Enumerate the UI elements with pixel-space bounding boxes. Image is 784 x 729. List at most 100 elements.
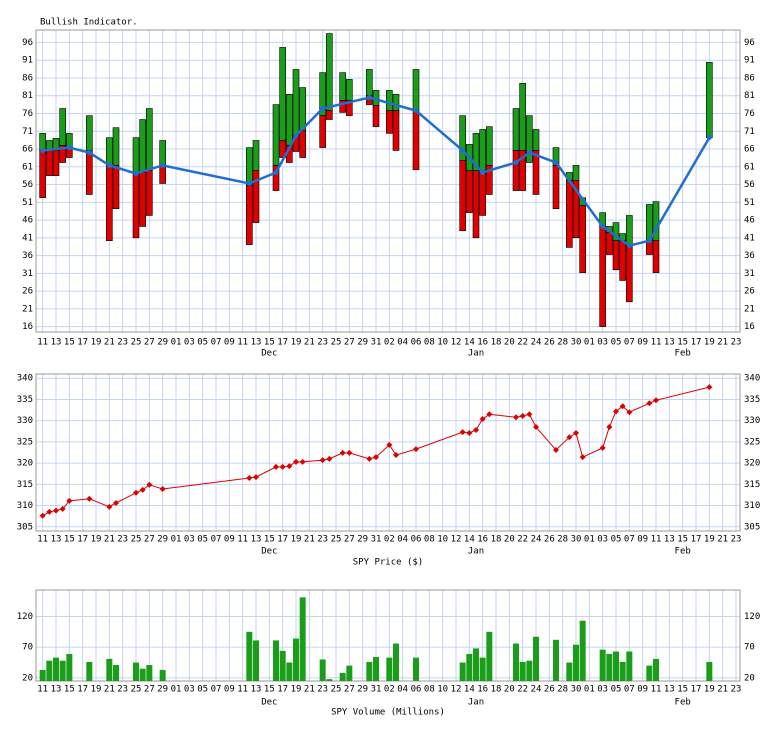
- volume-bar: [299, 597, 306, 681]
- bullish-bar-up: [392, 94, 400, 111]
- average-point: [480, 169, 486, 175]
- x-tick-label: 13: [664, 685, 675, 695]
- volume-bar: [279, 650, 286, 681]
- bullish-bar-up: [86, 115, 93, 151]
- x-tick-label: 07: [211, 338, 222, 348]
- y-tick-label: 91: [22, 56, 33, 66]
- volume-bar: [133, 662, 139, 681]
- x-tick-label: 14: [464, 685, 475, 695]
- bullish-bar-down: [346, 100, 353, 116]
- y-tick-label-right: 36: [744, 251, 755, 261]
- price-point: [646, 400, 653, 407]
- x-tick-label: 02: [384, 338, 395, 348]
- bullish-bar-up: [106, 137, 113, 166]
- bullish-bar-down: [412, 110, 420, 170]
- volume-bar: [246, 631, 253, 681]
- x-tick-label: 17: [277, 338, 288, 348]
- x-tick-label: 05: [197, 535, 208, 545]
- x-tick-label: 29: [357, 535, 368, 545]
- bullish-bar-up: [286, 94, 293, 146]
- bullish-bar-down: [472, 170, 480, 239]
- volume-bar: [66, 653, 73, 681]
- bullish-bar-up: [346, 79, 353, 101]
- plot-frame: [35, 29, 741, 333]
- y-tick-label-right: 86: [744, 73, 755, 83]
- bullish-bar-up: [479, 129, 486, 171]
- bullish-bar-up: [339, 72, 346, 101]
- bullish-bar-up: [526, 115, 533, 163]
- price-point: [106, 503, 113, 510]
- x-tick-label: 26: [544, 685, 555, 695]
- price-point: [113, 499, 119, 506]
- x-tick-label: 23: [117, 685, 128, 695]
- y-tick-label: 36: [22, 251, 33, 261]
- x-tick-label: 08: [424, 535, 435, 545]
- volume-bar: [513, 643, 519, 681]
- y-tick-label-right: 70: [744, 643, 755, 653]
- volume-bar: [479, 657, 486, 681]
- volume-bar: [53, 657, 59, 681]
- x-tick-label: 27: [144, 535, 155, 545]
- y-tick-label-right: 81: [744, 91, 755, 101]
- y-tick-label: 70: [22, 643, 33, 653]
- bullish-bar-down: [566, 180, 573, 248]
- x-tick-label: 06: [411, 535, 422, 545]
- y-tick-label-right: 320: [744, 459, 760, 469]
- x-tick-label: 06: [411, 685, 422, 695]
- bullish-bar-up: [252, 140, 260, 171]
- x-tick-label: 05: [197, 338, 208, 348]
- bullish-bar-up: [272, 104, 280, 166]
- volume-bar: [459, 662, 466, 681]
- price-point: [626, 409, 633, 416]
- price-point: [533, 424, 539, 431]
- bullish-bar-up: [366, 69, 373, 96]
- x-tick-label: 13: [251, 338, 262, 348]
- price-point: [66, 497, 73, 504]
- y-tick-label-right: 41: [744, 233, 755, 243]
- bullish-bar-down: [252, 170, 260, 223]
- bullish-bar-down: [39, 150, 46, 198]
- y-tick-label-right: 20: [744, 673, 755, 683]
- x-tick-label: 12: [451, 535, 462, 545]
- x-tick-label: 24: [531, 535, 542, 545]
- price-point: [459, 429, 466, 436]
- x-tick-label: 09: [224, 685, 235, 695]
- volume-bar: [473, 648, 479, 681]
- x-tick-label: 15: [677, 338, 688, 348]
- bullish-bar-down: [132, 172, 140, 239]
- x-tick-label: 05: [197, 685, 208, 695]
- x-tick-label: 16: [477, 338, 488, 348]
- x-tick-label: 17: [277, 685, 288, 695]
- x-tick-label: 11: [651, 535, 662, 545]
- y-tick-label-right: 335: [744, 395, 760, 405]
- y-tick-label-right: 91: [744, 56, 755, 66]
- bullish-bar-down: [626, 245, 633, 303]
- x-tick-label: 20: [504, 535, 515, 545]
- volume-bar: [39, 669, 46, 681]
- x-tick-label: 19: [91, 338, 102, 348]
- y-tick-label: 96: [22, 38, 33, 48]
- x-tick-label: 23: [117, 535, 128, 545]
- x-tick-label: 17: [77, 338, 88, 348]
- bullish-bar-up: [486, 126, 493, 166]
- x-tick-label: 15: [64, 338, 75, 348]
- x-axis-label: SPY Volume (Millions): [331, 708, 445, 718]
- y-tick-label: 71: [22, 127, 33, 137]
- x-tick-label: 19: [291, 338, 302, 348]
- price-point: [553, 446, 559, 453]
- x-tick-label: 14: [464, 338, 475, 348]
- bullish-bar-down: [159, 165, 166, 184]
- x-tick-label: 13: [664, 535, 675, 545]
- bullish-bar-down: [392, 110, 400, 151]
- average-point: [86, 150, 92, 156]
- bullish-bar-up: [412, 69, 420, 111]
- y-tick-label-right: 66: [744, 145, 755, 155]
- price-point: [613, 408, 619, 415]
- x-tick-label: 25: [131, 535, 142, 545]
- x-tick-label: 04: [397, 535, 408, 545]
- month-label: Jan: [468, 698, 484, 708]
- x-tick-label: 09: [224, 535, 235, 545]
- price-point: [86, 495, 93, 502]
- price-point: [473, 427, 479, 434]
